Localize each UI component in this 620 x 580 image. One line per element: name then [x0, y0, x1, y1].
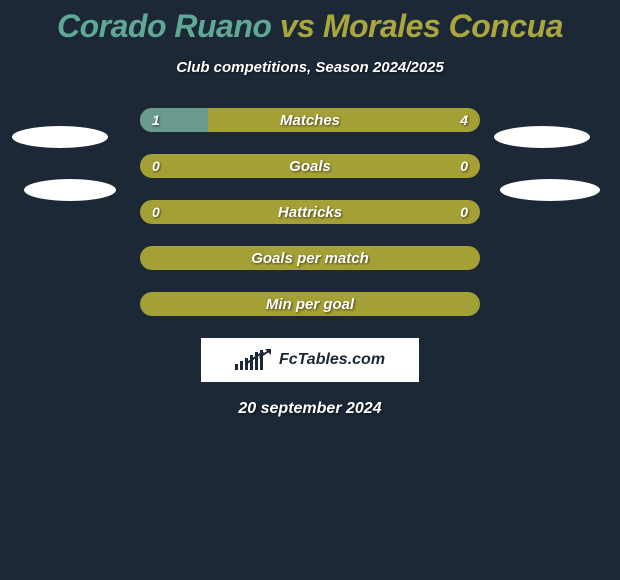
stat-label: Min per goal [266, 296, 354, 313]
stat-value-left: 0 [152, 158, 160, 174]
avatar-placeholder [500, 179, 600, 201]
player1-name: Corado Ruano [57, 8, 271, 44]
avatar-placeholder [12, 126, 108, 148]
stat-value-right: 0 [460, 158, 468, 174]
stat-label: Goals per match [251, 250, 369, 267]
stat-label: Hattricks [278, 204, 342, 221]
avatar-placeholder [494, 126, 590, 148]
stat-bar: Goals per match [140, 246, 480, 270]
vs-text: vs [271, 8, 322, 44]
subtitle: Club competitions, Season 2024/2025 [0, 59, 620, 76]
page-title: Corado Ruano vs Morales Concua [0, 8, 620, 45]
stat-bar-fill [140, 108, 208, 132]
logo-bar-segment [240, 361, 243, 370]
avatar-placeholder [24, 179, 116, 201]
stat-bar: Min per goal [140, 292, 480, 316]
stat-bar: Matches 1 4 [140, 108, 480, 132]
stat-label: Goals [289, 158, 331, 175]
stat-row: Goals 0 0 [0, 154, 620, 178]
stat-value-left: 1 [152, 112, 160, 128]
stat-label: Matches [280, 112, 340, 129]
stat-row: Min per goal [0, 292, 620, 316]
comparison-widget: Corado Ruano vs Morales Concua Club comp… [0, 0, 620, 418]
brand-logo[interactable]: FcTables.com [201, 338, 419, 382]
stat-bar: Hattricks 0 0 [140, 200, 480, 224]
stat-row: Hattricks 0 0 [0, 200, 620, 224]
stat-row: Goals per match [0, 246, 620, 270]
stat-value-left: 0 [152, 204, 160, 220]
player2-name: Morales Concua [323, 8, 563, 44]
logo-bar-segment [235, 364, 238, 370]
logo-inner: FcTables.com [235, 349, 385, 371]
stat-bar: Goals 0 0 [140, 154, 480, 178]
footer-date: 20 september 2024 [0, 400, 620, 418]
logo-arrow-icon [245, 349, 271, 365]
stat-value-right: 4 [460, 112, 468, 128]
logo-text: FcTables.com [279, 351, 385, 369]
stat-value-right: 0 [460, 204, 468, 220]
